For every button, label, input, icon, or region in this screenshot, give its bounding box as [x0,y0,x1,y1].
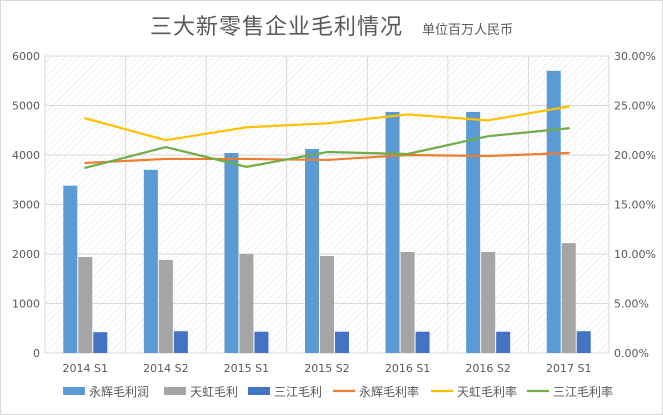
bar [254,331,269,353]
y-right-tick-label: 30.00% [614,50,656,63]
series-line [84,151,570,165]
bar [496,331,511,353]
x-tick-label: 2014 S1 [63,362,108,375]
y-right-tick-label: 15.00% [614,199,656,212]
y-left-tick-label: 6000 [12,50,40,63]
chart-title-block: 三大新零售企业毛利情况 单位百万人民币 [1,9,662,41]
legend-label: 永辉毛利率 [359,384,419,399]
x-tick-label: 2015 S1 [224,362,269,375]
y-right-tick-label: 0.00% [614,347,649,360]
y-left-tick-label: 1000 [12,298,40,311]
legend-label: 三江毛利率 [553,384,613,399]
y-left-tick-label: 4000 [12,149,40,162]
bar [385,111,400,353]
bar [239,254,254,353]
y-left-tick-label: 3000 [12,199,40,212]
bar [320,255,334,353]
legend-label: 三江毛利 [274,385,322,399]
bar [63,185,78,353]
legend-label: 天虹毛利率 [457,384,517,399]
chart-unit-label: 单位百万人民币 [422,23,514,38]
y-left-tick-label: 0 [33,347,40,360]
y-left-tick-label: 5000 [12,100,40,113]
y-right-tick-label: 20.00% [614,149,656,162]
bar [415,331,430,353]
legend-swatch [164,387,186,395]
bar [546,70,561,353]
legend-label: 天虹毛利 [190,385,238,399]
bar [561,243,576,353]
x-tick-label: 2017 S1 [546,362,591,375]
y-right-tick-label: 10.00% [614,248,656,261]
bar [158,259,173,353]
bar [335,331,349,353]
legend-label: 永辉毛利润 [89,385,149,399]
bar [224,153,239,353]
bar [481,252,496,353]
bar [143,169,158,353]
legend-swatch [63,387,85,395]
y-right-tick-label: 25.00% [614,100,656,113]
series-line [84,127,570,169]
x-tick-label: 2016 S1 [385,362,430,375]
bar [305,149,319,353]
legend-swatch [248,387,270,395]
bar [173,331,188,353]
x-tick-label: 2015 S2 [304,362,349,375]
x-tick-label: 2016 S2 [465,362,510,375]
chart-title: 三大新零售企业毛利情况 [149,15,403,40]
x-tick-label: 2014 S2 [143,362,188,375]
bar [93,332,108,353]
bar [576,331,591,353]
y-left-tick-label: 2000 [12,248,40,261]
y-right-tick-label: 5.00% [614,298,649,311]
series-line [84,105,570,142]
bar [466,111,481,353]
bar [78,256,93,353]
bar [400,252,415,353]
